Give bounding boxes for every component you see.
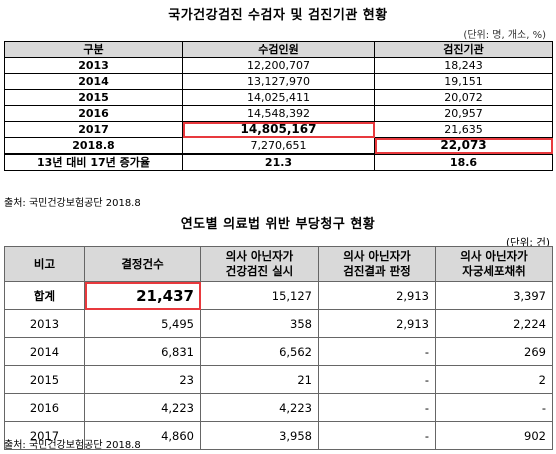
- row-year: 2013: [4, 57, 183, 74]
- row-cell: 4,223: [84, 393, 201, 422]
- table-header-row: 구분 수검인원 검진기관: [4, 41, 553, 58]
- table-row: 2015 23 21 - 2: [4, 365, 553, 394]
- row-examinees: 14,548,392: [182, 105, 375, 122]
- table2-source: 출처: 국민건강보험공단 2018.8: [4, 440, 141, 451]
- row-examinees: 7,270,651: [182, 137, 375, 155]
- row-cell: -: [318, 421, 436, 450]
- row-institutions: 19,151: [374, 73, 553, 90]
- row-cell: 5,495: [84, 309, 201, 338]
- table1-title: 국가건강검진 수검자 및 검진기관 현황: [168, 8, 388, 23]
- row-cell: 2,913: [318, 309, 436, 338]
- row-institutions: 20,072: [374, 89, 553, 106]
- table-row: 2015 14,025,411 20,072: [4, 89, 553, 106]
- row-label: 2014: [4, 337, 85, 366]
- table-header-row: 비고 결정건수 의사 아닌자가 건강검진 실시 의사 아닌자가 검진결과 판정 …: [4, 246, 553, 282]
- growth-rate-label: 13년 대비 17년 증가율: [4, 153, 183, 171]
- table-row: 2018.8 7,270,651 22,073: [4, 137, 553, 155]
- row-cell: 2: [435, 365, 553, 394]
- header-decision-count: 결정건수: [84, 246, 201, 282]
- header-non-doctor-checkup: 의사 아닌자가 건강검진 실시: [200, 246, 319, 282]
- row-cell: 3,958: [200, 421, 319, 450]
- growth-rate-examinees: 21.3: [182, 153, 375, 171]
- row-year: 2015: [4, 89, 183, 106]
- total-row: 합계 21,437 15,127 2,913 3,397: [4, 281, 553, 310]
- row-cell: -: [435, 393, 553, 422]
- row-examinees-highlighted: 14,805,167: [182, 121, 375, 138]
- table-row: 2016 4,223 4,223 - -: [4, 393, 553, 422]
- row-institutions-highlighted: 22,073: [374, 137, 553, 155]
- row-cell: 3,397: [435, 281, 553, 310]
- row-examinees: 14,025,411: [182, 89, 375, 106]
- row-cell: 2,224: [435, 309, 553, 338]
- header-non-doctor-judgment: 의사 아닌자가 검진결과 판정: [318, 246, 436, 282]
- header-institutions: 검진기관: [374, 41, 553, 58]
- table-row: 2016 14,548,392 20,957: [4, 105, 553, 122]
- row-institutions: 18,243: [374, 57, 553, 74]
- row-institutions: 21,635: [374, 121, 553, 138]
- row-examinees: 12,200,707: [182, 57, 375, 74]
- row-year: 2018.8: [4, 137, 183, 155]
- table1-unit: (단위: 명, 개소, %): [463, 30, 546, 41]
- row-cell: 902: [435, 421, 553, 450]
- row-label: 2015: [4, 365, 85, 394]
- row-cell: 358: [200, 309, 319, 338]
- table-row: 2013 5,495 358 2,913 2,224: [4, 309, 553, 338]
- table-row: 2017 14,805,167 21,635: [4, 121, 553, 138]
- header-examinees: 수검인원: [182, 41, 375, 58]
- table-row: 2014 6,831 6,562 - 269: [4, 337, 553, 366]
- row-cell: 6,562: [200, 337, 319, 366]
- total-decision-count-highlighted: 21,437: [84, 281, 201, 310]
- row-label: 2017: [4, 421, 85, 450]
- row-cell: -: [318, 393, 436, 422]
- row-cell: -: [318, 365, 436, 394]
- row-cell: 4,223: [200, 393, 319, 422]
- row-label: 합계: [4, 281, 85, 310]
- row-cell: 4,860: [84, 421, 201, 450]
- health-checkup-table: 구분 수검인원 검진기관 2013 12,200,707 18,243 2014…: [4, 41, 553, 171]
- growth-rate-row: 13년 대비 17년 증가율 21.3 18.6: [4, 153, 553, 171]
- row-cell: -: [318, 337, 436, 366]
- header-category: 구분: [4, 41, 183, 58]
- row-year: 2016: [4, 105, 183, 122]
- row-cell: 2,913: [318, 281, 436, 310]
- total-decision-value: 21,437: [136, 286, 194, 305]
- row-institutions: 20,957: [374, 105, 553, 122]
- growth-rate-institutions: 18.6: [374, 153, 553, 171]
- table-row: 2017 4,860 3,958 - 902: [4, 421, 553, 450]
- table-row: 2014 13,127,970 19,151: [4, 73, 553, 90]
- row-cell: 15,127: [200, 281, 319, 310]
- row-cell: 23: [84, 365, 201, 394]
- row-year: 2017: [4, 121, 183, 138]
- row-cell: 6,831: [84, 337, 201, 366]
- row-label: 2013: [4, 309, 85, 338]
- violation-claims-table: 비고 결정건수 의사 아닌자가 건강검진 실시 의사 아닌자가 검진결과 판정 …: [4, 246, 553, 450]
- row-year: 2014: [4, 73, 183, 90]
- row-cell: 269: [435, 337, 553, 366]
- row-cell: 21: [200, 365, 319, 394]
- row-label: 2016: [4, 393, 85, 422]
- table1-source: 출처: 국민건강보험공단 2018.8: [4, 198, 141, 209]
- header-note: 비고: [4, 246, 85, 282]
- row-examinees: 13,127,970: [182, 73, 375, 90]
- header-non-doctor-cell-sampling: 의사 아닌자가 자궁세포채취: [435, 246, 553, 282]
- table2-title: 연도별 의료법 위반 부당청구 현황: [180, 217, 376, 232]
- table-row: 2013 12,200,707 18,243: [4, 57, 553, 74]
